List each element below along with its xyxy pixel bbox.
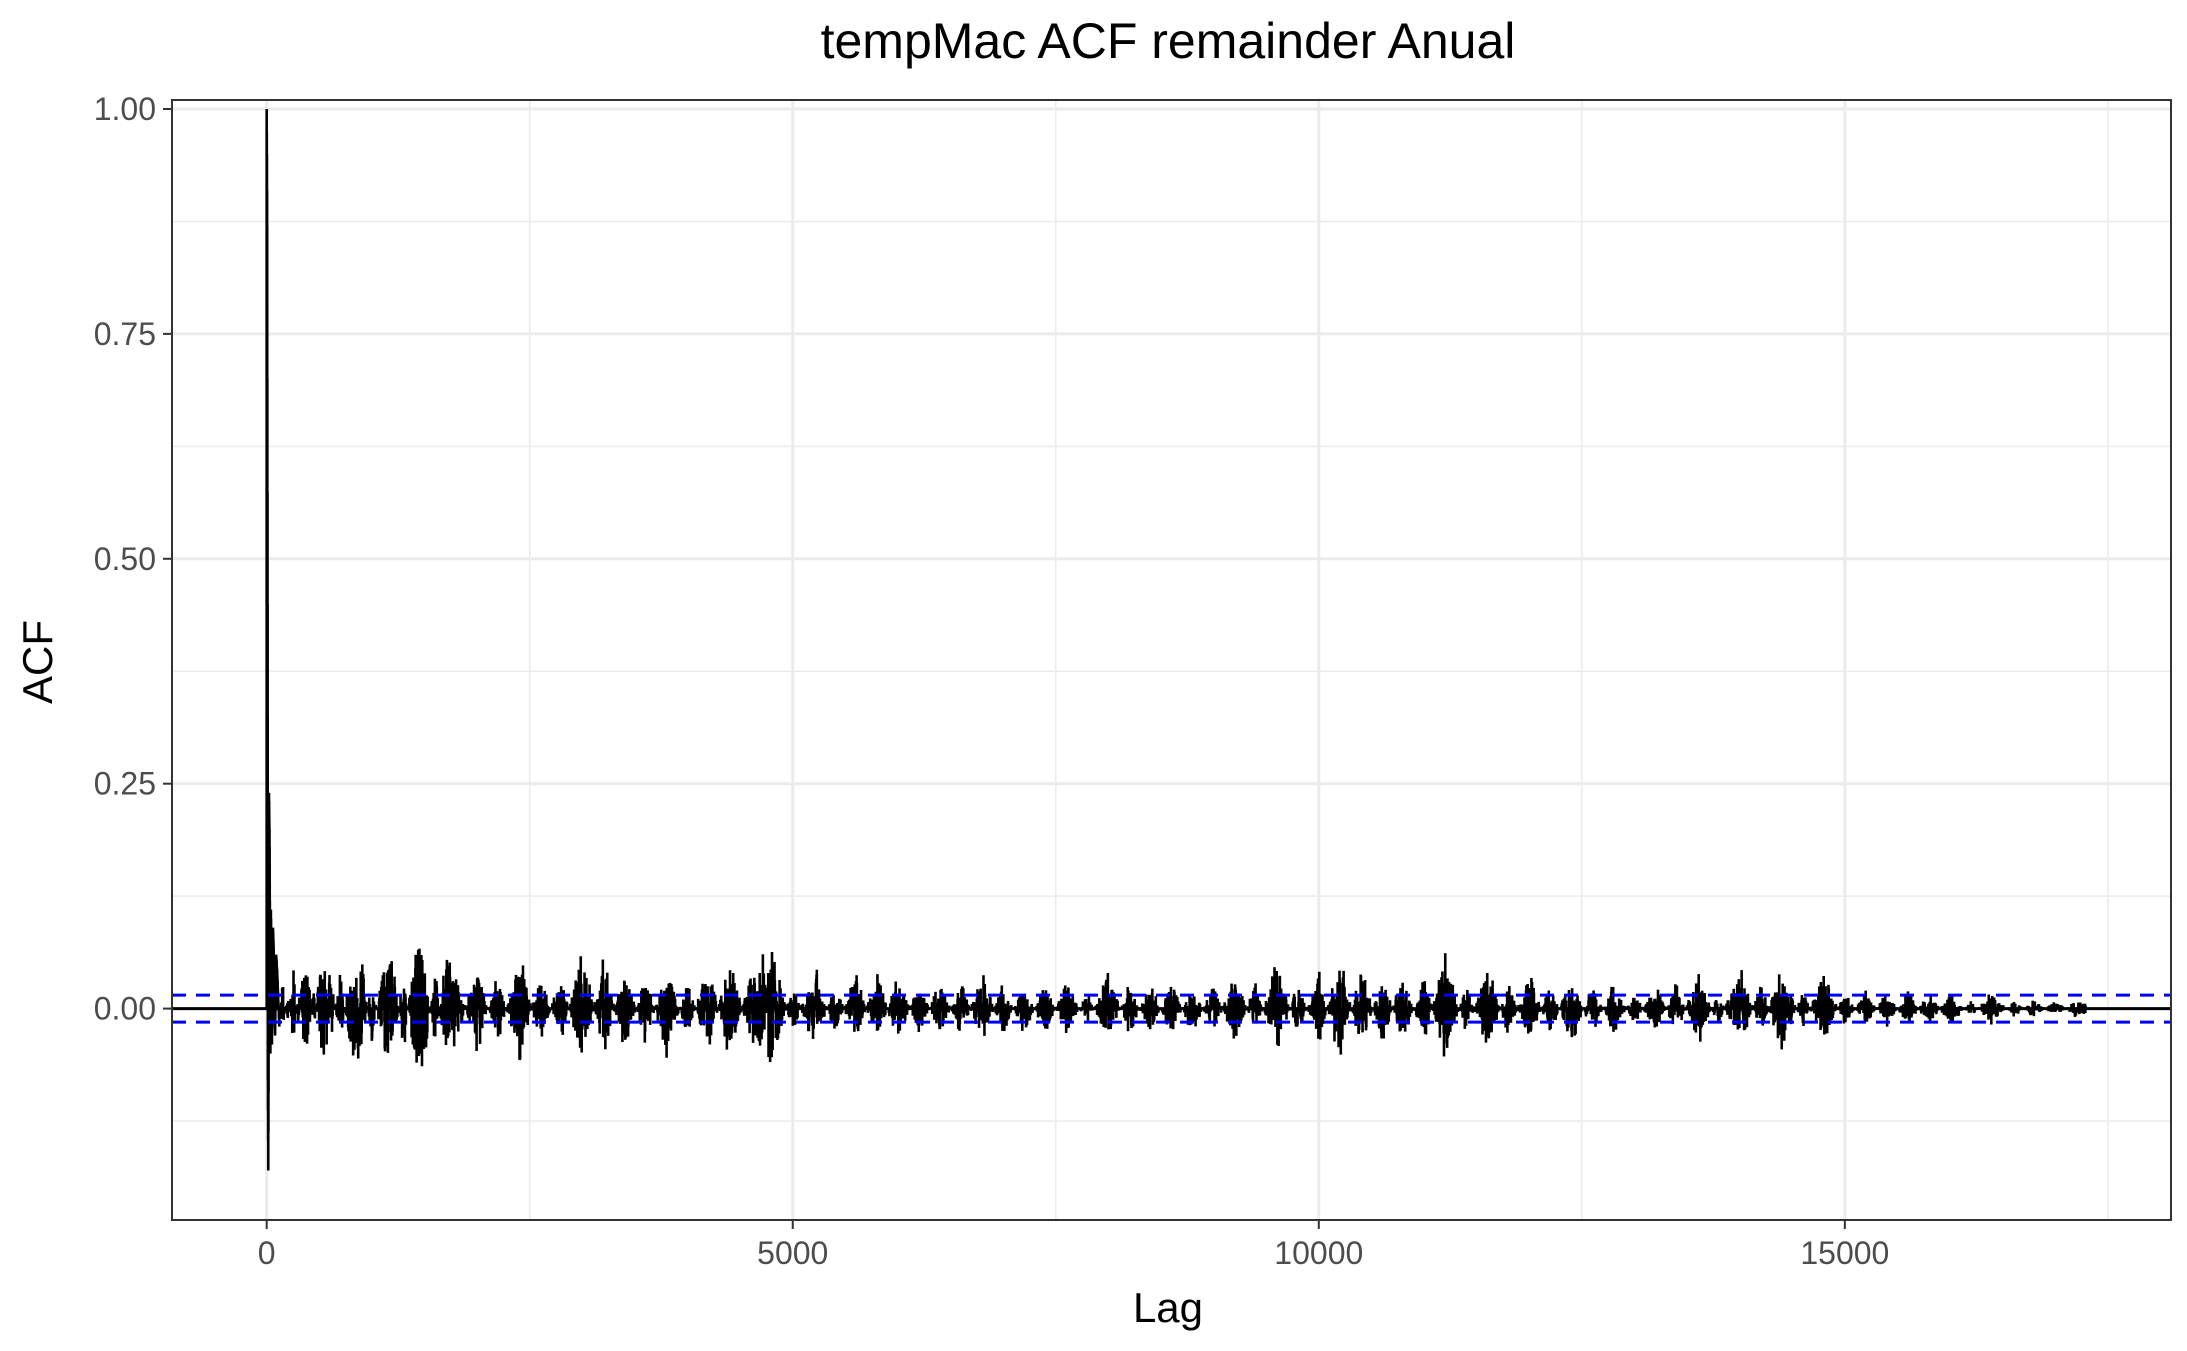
- chart-title: tempMac ACF remainder Anual: [821, 13, 1516, 69]
- gridlines: [172, 100, 2171, 1220]
- acf-bars: [265, 108, 2088, 1171]
